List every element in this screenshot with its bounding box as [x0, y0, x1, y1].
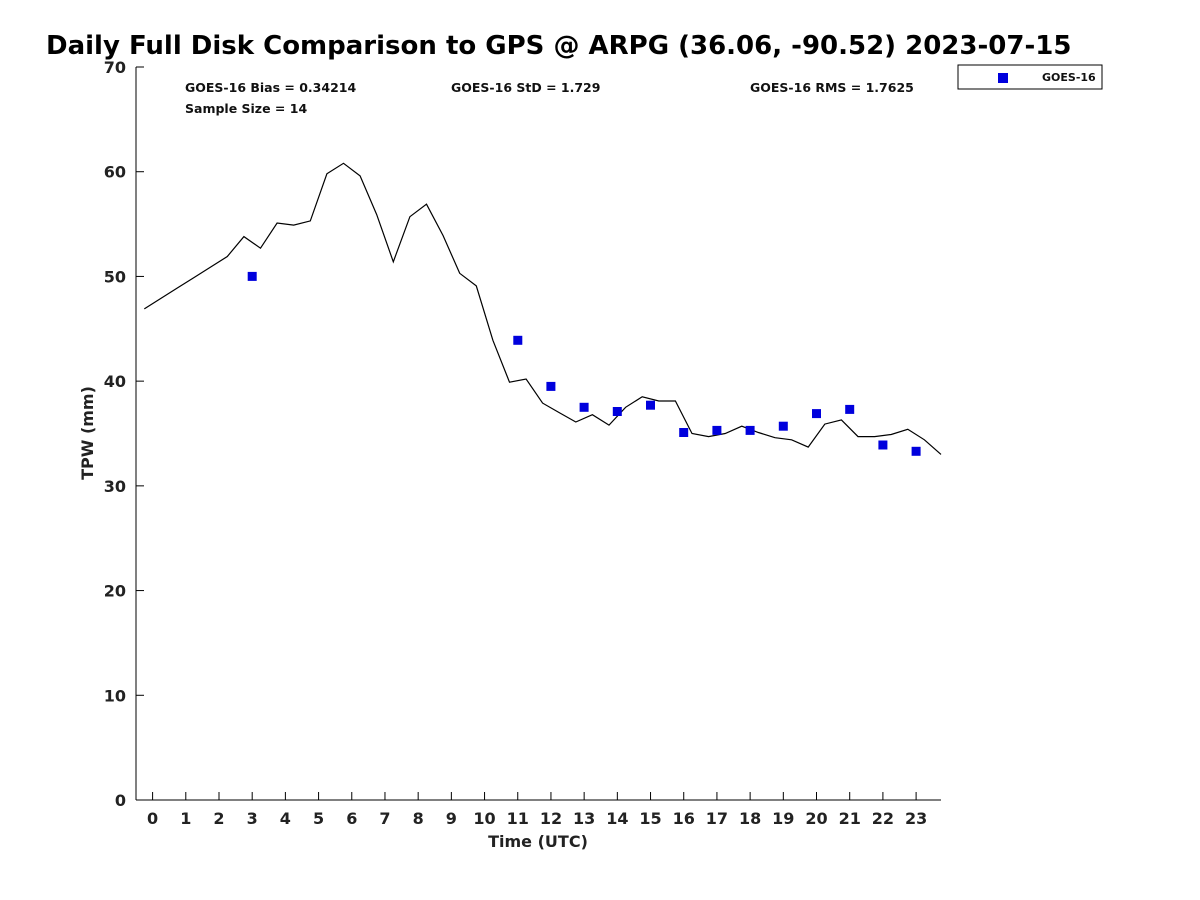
goes16-point: [679, 428, 689, 437]
x-tick-label: 23: [905, 809, 927, 828]
y-tick-label: 20: [104, 582, 126, 601]
x-tick-label: 14: [606, 809, 628, 828]
y-axis-ticks: 0 10 20 30 40 50 60 70: [104, 58, 144, 810]
goes16-point: [646, 400, 655, 410]
x-axis-ticks: 0 1 2 3 4 5 6 7 8 9 10 11 12 13 14 15 16 17 18 19 20 21 22 23: [147, 792, 927, 828]
x-tick-label: 11: [507, 809, 529, 828]
sample-size-stat: Sample Size = 14: [185, 101, 307, 116]
x-tick-label: 0: [147, 809, 158, 828]
x-tick-label: 16: [673, 809, 695, 828]
x-tick-label: 21: [839, 809, 861, 828]
x-tick-label: 22: [872, 809, 894, 828]
y-tick-label: 40: [104, 372, 126, 391]
goes16-point: [812, 409, 821, 419]
x-tick-label: 20: [805, 809, 827, 828]
x-tick-label: 10: [473, 809, 495, 828]
goes16-point: [546, 381, 556, 391]
bias-stat: GOES-16 Bias = 0.34214: [185, 80, 356, 95]
x-axis-label: Time (UTC): [488, 832, 588, 851]
legend-box: [957, 64, 1103, 90]
x-tick-label: 15: [639, 809, 661, 828]
x-tick-label: 2: [213, 809, 224, 828]
legend-marker-goes16: [998, 73, 1008, 83]
y-axis-label: TPW (mm): [78, 386, 97, 480]
x-tick-label: 12: [540, 809, 562, 828]
goes16-point: [712, 425, 722, 435]
goes16-point: [579, 402, 589, 412]
x-tick-label: 5: [313, 809, 324, 828]
chart-title: Daily Full Disk Comparison to GPS @ ARPG…: [46, 31, 1071, 61]
x-tick-label: 8: [413, 809, 424, 828]
y-tick-label: 70: [104, 58, 126, 77]
gps-line-series: [143, 162, 942, 455]
x-tick-label: 3: [247, 809, 258, 828]
legend: GOES-16: [957, 64, 1103, 90]
x-tick-label: 13: [573, 809, 595, 828]
x-tick-label: 4: [280, 809, 291, 828]
goes16-point: [513, 335, 523, 345]
y-tick-label: 10: [104, 686, 126, 705]
y-tick-label: 60: [104, 163, 126, 182]
goes16-point: [247, 271, 257, 281]
goes16-point: [612, 407, 622, 416]
goes16-point: [878, 440, 888, 450]
y-tick-label: 50: [104, 267, 126, 286]
x-tick-label: 6: [346, 809, 357, 828]
goes16-point: [845, 404, 855, 414]
x-tick-label: 9: [446, 809, 457, 828]
std-stat: GOES-16 StD = 1.729: [451, 80, 600, 95]
x-tick-label: 18: [739, 809, 761, 828]
rms-stat: GOES-16 RMS = 1.7625: [750, 80, 914, 95]
x-tick-label: 1: [180, 809, 191, 828]
x-tick-label: 7: [379, 809, 390, 828]
goes16-point: [911, 446, 921, 456]
goes16-point: [778, 421, 788, 431]
y-tick-label: 30: [104, 477, 126, 496]
goes16-point: [745, 425, 755, 435]
plot-area: [143, 162, 942, 456]
x-tick-label: 17: [706, 809, 728, 828]
legend-label-goes16: GOES-16: [1042, 71, 1096, 84]
x-tick-label: 19: [772, 809, 794, 828]
y-tick-label: 0: [115, 791, 126, 810]
